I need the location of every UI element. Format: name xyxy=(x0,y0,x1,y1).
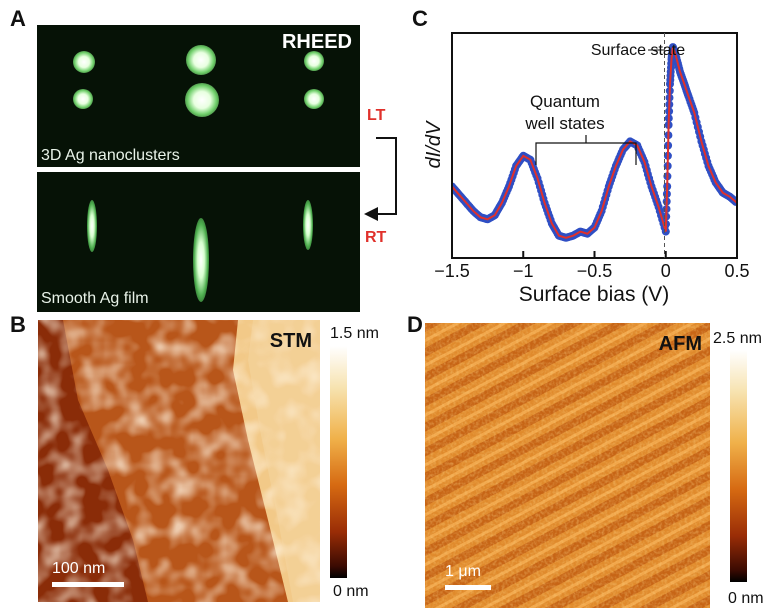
rheed-bottom-image: Smooth Ag film xyxy=(37,172,360,312)
afm-colorbar-max: 2.5 nm xyxy=(713,330,762,347)
diffraction-spot xyxy=(304,89,324,109)
diffraction-spot xyxy=(185,83,219,117)
diffraction-streak xyxy=(87,200,97,252)
stm-colorbar-max: 1.5 nm xyxy=(330,325,379,342)
surface-state-annotation: Surface state xyxy=(591,42,685,59)
afm-topography xyxy=(425,323,710,608)
diffraction-spot xyxy=(186,45,216,75)
data-point xyxy=(441,193,449,201)
afm-image: AFM 1 μm xyxy=(425,323,710,608)
x-tick-label: 0.5 xyxy=(724,261,749,281)
data-point xyxy=(442,191,450,199)
afm-title: AFM xyxy=(658,333,702,355)
quantum-bracket xyxy=(535,135,637,165)
afm-scale-label: 1 μm xyxy=(445,563,481,580)
diffraction-streak xyxy=(303,200,313,250)
panel-letter-d: D xyxy=(407,312,423,337)
x-tick-label: −0.5 xyxy=(577,261,613,281)
diffraction-streak xyxy=(193,218,209,302)
panel-letter-b: B xyxy=(10,312,26,337)
panel-letter-c: C xyxy=(412,6,428,31)
stm-title: STM xyxy=(269,330,312,352)
afm-colorbar-min: 0 nm xyxy=(728,590,764,607)
didv-chart: Surface state Quantum well states dI/dV … xyxy=(423,32,750,306)
transition-arrow xyxy=(364,137,397,221)
stm-scale-bar xyxy=(52,582,124,587)
stm-scale-label: 100 nm xyxy=(52,560,106,577)
x-tick-label: −1.5 xyxy=(434,261,470,281)
stm-colorbar xyxy=(330,346,347,578)
panel-letter-a: A xyxy=(10,6,26,31)
chart-layer xyxy=(441,43,736,242)
rheed-title: RHEED xyxy=(281,31,352,53)
quantum-annotation-line1: Quantum xyxy=(530,92,600,111)
stm-colorbar-min: 0 nm xyxy=(333,583,369,600)
data-point xyxy=(443,189,451,197)
rheed-bottom-caption: Smooth Ag film xyxy=(41,290,149,307)
rheed-top-caption: 3D Ag nanoclusters xyxy=(41,147,180,164)
x-tick-label: 0 xyxy=(661,261,671,281)
fit-line xyxy=(453,46,736,239)
x-axis-label: Surface bias (V) xyxy=(519,283,670,306)
diffraction-spot xyxy=(73,89,93,109)
stm-image: STM 100 nm xyxy=(38,320,320,602)
diffraction-spot xyxy=(304,51,324,71)
afm-colorbar xyxy=(730,350,747,582)
rheed-top-image: RHEED 3D Ag nanoclusters xyxy=(37,25,360,167)
stm-topography xyxy=(38,320,320,602)
quantum-annotation-line2: well states xyxy=(524,114,604,133)
x-tick-layer: −1.5 −1 −0.5 0 0.5 xyxy=(434,251,750,281)
lt-label: LT xyxy=(367,107,386,124)
rt-label: RT xyxy=(365,229,387,246)
y-axis-label: dI/dV xyxy=(423,120,445,168)
x-tick-label: −1 xyxy=(513,261,534,281)
diffraction-spot xyxy=(73,51,95,73)
afm-scale-bar xyxy=(445,585,491,590)
